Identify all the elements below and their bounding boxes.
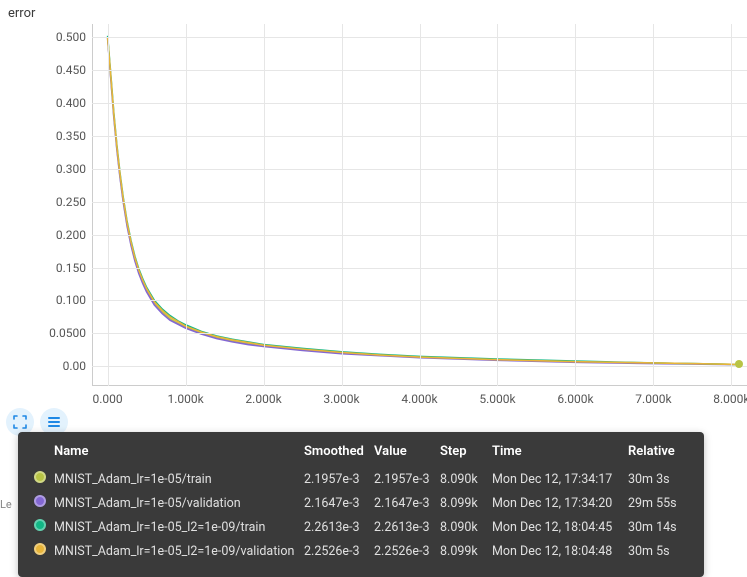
grid-line-v [575, 24, 576, 386]
cell-step: 8.090k [440, 467, 492, 491]
cell-step: 8.099k [440, 539, 492, 563]
cell-name: MNIST_Adam_lr=1e-05/validation [54, 491, 304, 515]
cell-name: MNIST_Adam_lr=1e-05_l2=1e-09/validation [54, 539, 304, 563]
grid-line-v [108, 24, 109, 386]
cell-name: MNIST_Adam_lr=1e-05_l2=1e-09/train [54, 515, 304, 539]
cell-step: 8.090k [440, 515, 492, 539]
grid-line-v [731, 24, 732, 386]
y-tick-label: 0.250 [56, 195, 86, 209]
cell-relative: 29m 55s [628, 491, 688, 515]
grid-line-v [342, 24, 343, 386]
column-header: Time [492, 444, 628, 467]
table-row[interactable]: MNIST_Adam_lr=1e-05_l2=1e-09/train2.2613… [34, 515, 688, 539]
cell-time: Mon Dec 12, 17:34:17 [492, 467, 628, 491]
column-header: Value [374, 444, 440, 467]
column-header: Smoothed [304, 444, 374, 467]
cell-value: 2.2613e-3 [374, 515, 440, 539]
cell-smoothed: 2.2526e-3 [304, 539, 374, 563]
cell-value: 2.1647e-3 [374, 491, 440, 515]
table-header-row: NameSmoothedValueStepTimeRelative [34, 444, 688, 467]
list-icon [46, 414, 62, 430]
background-leak-text: Le [0, 498, 12, 511]
cell-relative: 30m 3s [628, 467, 688, 491]
x-tick-label: 7.000k [635, 392, 671, 406]
grid-line-v [186, 24, 187, 386]
column-header: Name [54, 444, 304, 467]
y-tick-label: 0.200 [56, 228, 86, 242]
cell-smoothed: 2.1647e-3 [304, 491, 374, 515]
grid-line-v [264, 24, 265, 386]
table-row[interactable]: MNIST_Adam_lr=1e-05/validation2.1647e-32… [34, 491, 688, 515]
y-tick-label: 0.350 [56, 129, 86, 143]
x-tick-label: 6.000k [557, 392, 593, 406]
column-header: Step [440, 444, 492, 467]
y-tick-label: 0.100 [56, 293, 86, 307]
table-row[interactable]: MNIST_Adam_lr=1e-05/train2.1957e-32.1957… [34, 467, 688, 491]
cell-step: 8.099k [440, 491, 492, 515]
series-line [108, 36, 740, 365]
y-tick-label: 0.300 [56, 162, 86, 176]
x-tick-label: 1.000k [167, 392, 203, 406]
x-tick-label: 5.000k [479, 392, 515, 406]
x-tick-label: 3.000k [323, 392, 359, 406]
cell-time: Mon Dec 12, 18:04:45 [492, 515, 628, 539]
x-tick-label: 4.000k [401, 392, 437, 406]
expand-icon [12, 414, 28, 430]
series-swatch [34, 519, 46, 531]
y-tick-label: 0.0500 [49, 326, 86, 340]
series-swatch [34, 495, 46, 507]
y-tick-label: 0.00 [63, 359, 86, 373]
series-swatch [34, 471, 46, 483]
cell-smoothed: 2.1957e-3 [304, 467, 374, 491]
column-header: Relative [628, 444, 688, 467]
cell-name: MNIST_Adam_lr=1e-05/train [54, 467, 304, 491]
series-swatch [34, 543, 46, 555]
x-tick-label: 8.000k [713, 392, 747, 406]
cell-value: 2.2526e-3 [374, 539, 440, 563]
cell-smoothed: 2.2613e-3 [304, 515, 374, 539]
y-tick-label: 0.400 [56, 96, 86, 110]
cell-relative: 30m 5s [628, 539, 688, 563]
grid-line-v [497, 24, 498, 386]
cell-value: 2.1957e-3 [374, 467, 440, 491]
plot-region[interactable]: 0.000.05000.1000.1500.2000.2500.3000.350… [92, 24, 747, 386]
chart-area: 0.00 0.0500 0.100 0.150 0.200 0.250 0.300 0.350… [44, 24, 747, 386]
y-tick-label: 0.450 [56, 63, 86, 77]
chart-title: error [8, 6, 35, 21]
tooltip-panel: NameSmoothedValueStepTimeRelative MNIST_… [18, 432, 704, 577]
cell-time: Mon Dec 12, 18:04:48 [492, 539, 628, 563]
end-marker [735, 360, 743, 368]
x-tick-label: 0.000 [93, 392, 123, 406]
table-row[interactable]: MNIST_Adam_lr=1e-05_l2=1e-09/validation2… [34, 539, 688, 563]
cell-time: Mon Dec 12, 17:34:20 [492, 491, 628, 515]
runs-table: NameSmoothedValueStepTimeRelative MNIST_… [34, 444, 688, 563]
grid-line-v [420, 24, 421, 386]
grid-line-v [653, 24, 654, 386]
cell-relative: 30m 14s [628, 515, 688, 539]
x-tick-label: 2.000k [245, 392, 281, 406]
y-tick-label: 0.150 [56, 261, 86, 275]
y-tick-label: 0.500 [56, 30, 86, 44]
